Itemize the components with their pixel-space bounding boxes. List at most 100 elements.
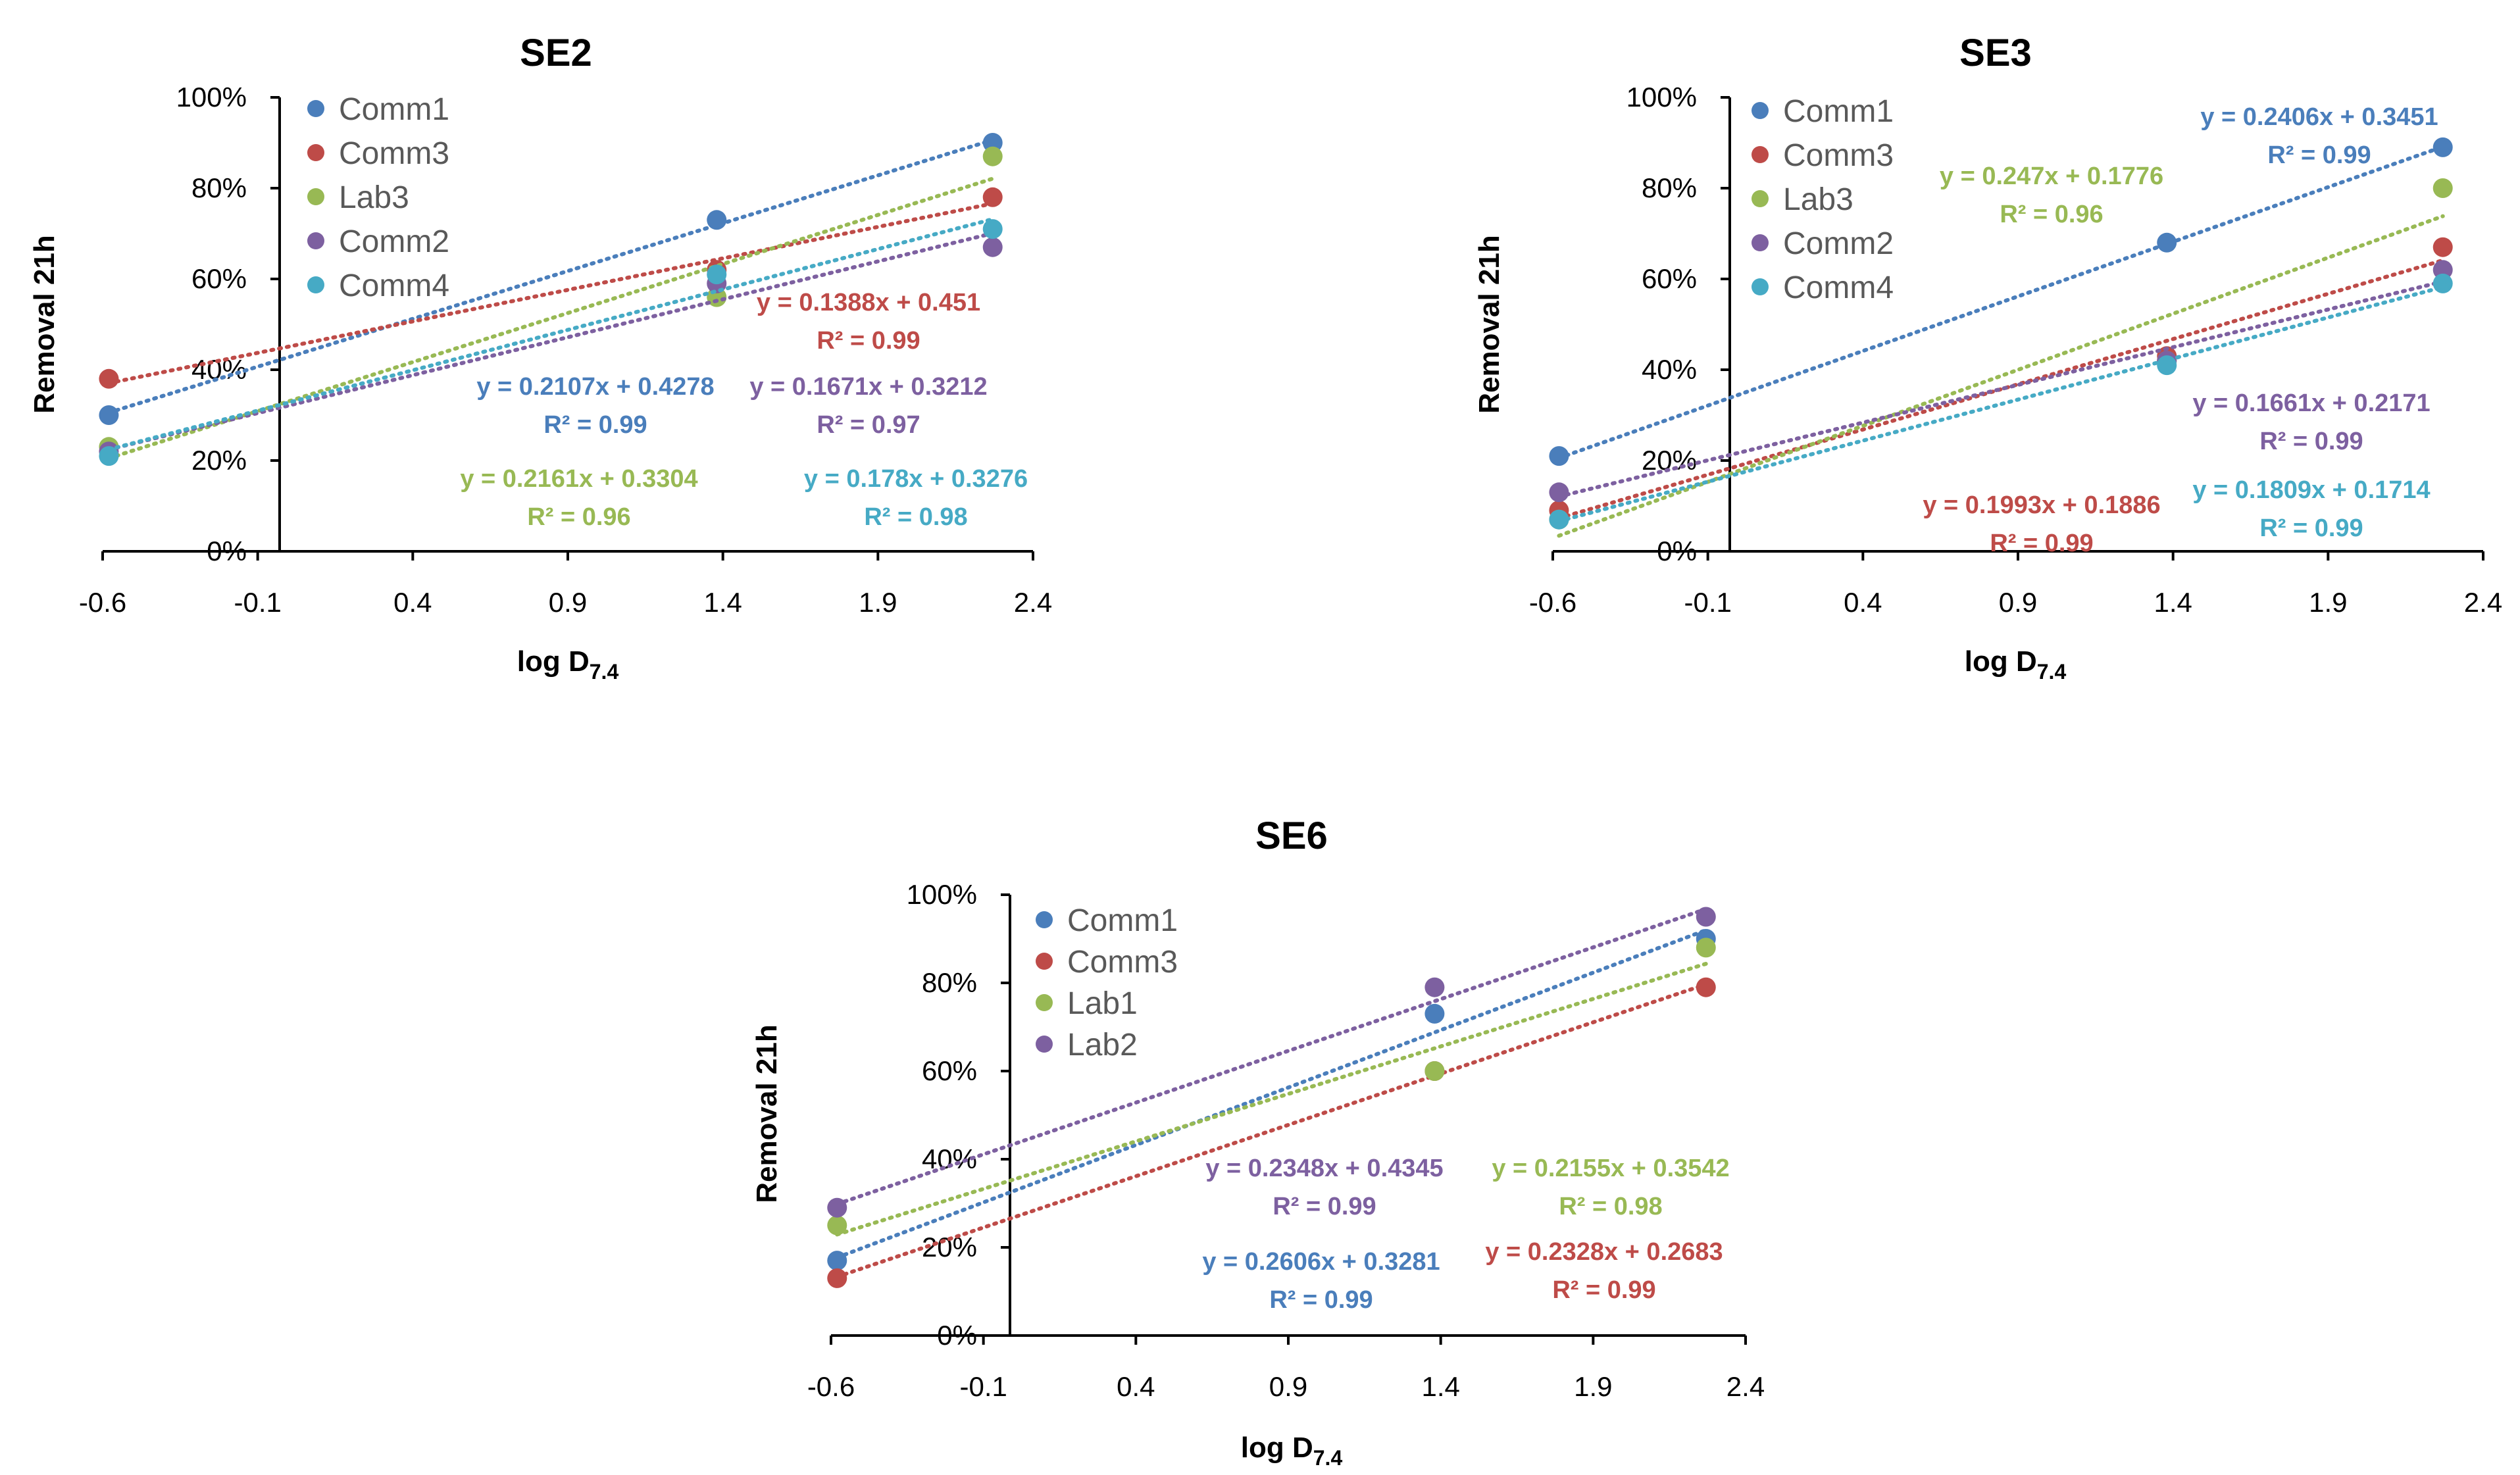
data-point-comm1	[707, 210, 727, 230]
y-tick-label: 40%	[1642, 354, 1697, 385]
trendline-r2: R² = 0.99	[543, 411, 647, 439]
data-point-comm4	[2157, 355, 2177, 376]
y-tick-label: 40%	[191, 354, 247, 385]
y-tick-label: 60%	[922, 1055, 977, 1086]
y-tick-label: 80%	[922, 967, 977, 998]
x-tick-label: 0.4	[1117, 1371, 1155, 1402]
data-point-comm3	[99, 368, 119, 389]
x-tick-label: 1.4	[703, 587, 742, 618]
data-point-lab2	[827, 1197, 847, 1218]
legend-label: Comm1	[1067, 903, 1178, 938]
data-point-lab2	[1424, 977, 1445, 997]
x-tick-label: 0.9	[1999, 587, 2037, 618]
y-axis-label: Removal 21h	[751, 1024, 783, 1203]
legend-label: Lab1	[1067, 986, 1138, 1021]
trendline-equation: y = 0.178x + 0.3276	[804, 465, 1028, 493]
data-point-comm1	[982, 133, 1003, 153]
trendline-equation: y = 0.2406x + 0.3451	[2200, 103, 2438, 131]
trendline-r2: R² = 0.99	[1990, 530, 2093, 557]
trendline-r2: R² = 0.99	[817, 327, 920, 355]
trendline-r2: R² = 0.98	[864, 503, 967, 531]
trendline-r2: R² = 0.99	[1273, 1193, 1376, 1220]
legend-label: Comm4	[339, 268, 449, 303]
x-tick-label: -0.1	[1684, 587, 1731, 618]
trendline-equation: y = 0.2348x + 0.4345	[1205, 1155, 1443, 1182]
trendline-r2: R² = 0.99	[2259, 428, 2363, 455]
legend-marker	[307, 144, 324, 161]
y-tick-label: 80%	[1642, 172, 1697, 203]
trendline-equation: y = 0.2155x + 0.3542	[1492, 1155, 1729, 1182]
trendline-comm3	[1557, 258, 2445, 520]
chart-se2: SE2 -0.6 -0.1 0.4 0.9 1.4 1.9 2.4 0% 20% 40% 60% 80%…	[28, 32, 1052, 684]
legend-marker	[307, 232, 324, 249]
legend-label: Comm1	[339, 92, 449, 127]
x-tick-label: -0.1	[959, 1371, 1007, 1402]
data-point-comm1	[2432, 137, 2453, 157]
trendline-lab3	[107, 176, 995, 461]
trendline-equation: y = 0.1661x + 0.2171	[2192, 389, 2430, 417]
chart-se6: SE6 -0.6 -0.1 0.4 0.9 1.4 1.9 2.4 0% 20% 40% 60% 80%…	[751, 814, 1765, 1470]
y-tick-label: 0%	[207, 536, 247, 566]
trendline-r2: R² = 0.99	[2267, 141, 2371, 169]
legend-label: Comm3	[1783, 138, 1894, 173]
x-tick-label: 1.9	[1574, 1371, 1612, 1402]
trendline-comm4	[107, 217, 995, 452]
x-tick-label: 1.9	[2309, 587, 2347, 618]
x-tick-label: 2.4	[1014, 587, 1052, 618]
x-axis-label-subscript: 7.4	[1313, 1446, 1343, 1470]
legend-marker	[1751, 102, 1769, 119]
legend-marker	[1751, 190, 1769, 207]
data-point-lab1	[1696, 938, 1716, 958]
x-axis-label: log D7.4	[517, 645, 619, 684]
x-tick-label: 0.4	[393, 587, 432, 618]
y-axis-label: Removal 21h	[28, 235, 61, 413]
y-tick-label: 100%	[176, 82, 247, 113]
data-point-comm1	[827, 1251, 847, 1271]
x-tick-label: 0.9	[1269, 1371, 1307, 1402]
y-tick-label: 100%	[907, 879, 977, 910]
data-point-comm4	[707, 264, 727, 285]
x-axis-label-main: log D	[517, 645, 590, 678]
data-point-comm2	[1549, 482, 1569, 503]
chart-title: SE6	[1255, 814, 1328, 857]
data-point-lab3	[982, 146, 1003, 166]
y-tick-label: 100%	[1626, 82, 1697, 113]
x-tick-label: 0.9	[549, 587, 587, 618]
trendline-r2: R² = 0.98	[1559, 1193, 1662, 1220]
trendline-equation: y = 0.1993x + 0.1886	[1923, 491, 2160, 519]
legend-label: Lab3	[1783, 182, 1853, 217]
trendline-equation: y = 0.1809x + 0.1714	[2192, 476, 2430, 504]
x-tick-label: -0.6	[807, 1371, 855, 1402]
trendline-comm2	[1557, 280, 2445, 499]
legend-marker	[1036, 953, 1053, 970]
y-tick-label: 0%	[1657, 536, 1697, 566]
trendline-equation: y = 0.1388x + 0.451	[757, 289, 980, 316]
data-point-comm4	[2432, 273, 2453, 293]
data-point-comm3	[2432, 237, 2453, 257]
data-point-comm4	[1549, 509, 1569, 530]
y-tick-label: 0%	[937, 1320, 977, 1351]
trendline-comm3	[835, 982, 1708, 1279]
legend-marker	[1036, 994, 1053, 1011]
trendline-r2: R² = 0.96	[527, 503, 630, 531]
legend-marker	[1751, 278, 1769, 295]
y-tick-label: 60%	[191, 263, 247, 294]
data-point-comm2	[2432, 260, 2453, 280]
legend-marker	[307, 188, 324, 205]
legend-marker	[1751, 234, 1769, 251]
x-tick-label: 1.4	[2154, 587, 2192, 618]
trendline-lab2	[835, 907, 1708, 1207]
data-point-comm1	[1424, 1003, 1445, 1024]
trendline-equation: y = 0.247x + 0.1776	[1940, 162, 2163, 190]
y-tick-label: 20%	[191, 445, 247, 476]
x-tick-label: 0.4	[1844, 587, 1882, 618]
trendline-r2: R² = 0.97	[817, 411, 920, 439]
data-point-comm4	[99, 446, 119, 466]
x-tick-label: 1.9	[859, 587, 897, 618]
data-point-comm1	[2157, 232, 2177, 253]
legend-marker	[1036, 1036, 1053, 1053]
legend-label: Comm2	[1783, 226, 1894, 261]
trendline-equation: y = 0.2107x + 0.4278	[476, 373, 714, 401]
x-axis-label: log D7.4	[1241, 1432, 1343, 1470]
